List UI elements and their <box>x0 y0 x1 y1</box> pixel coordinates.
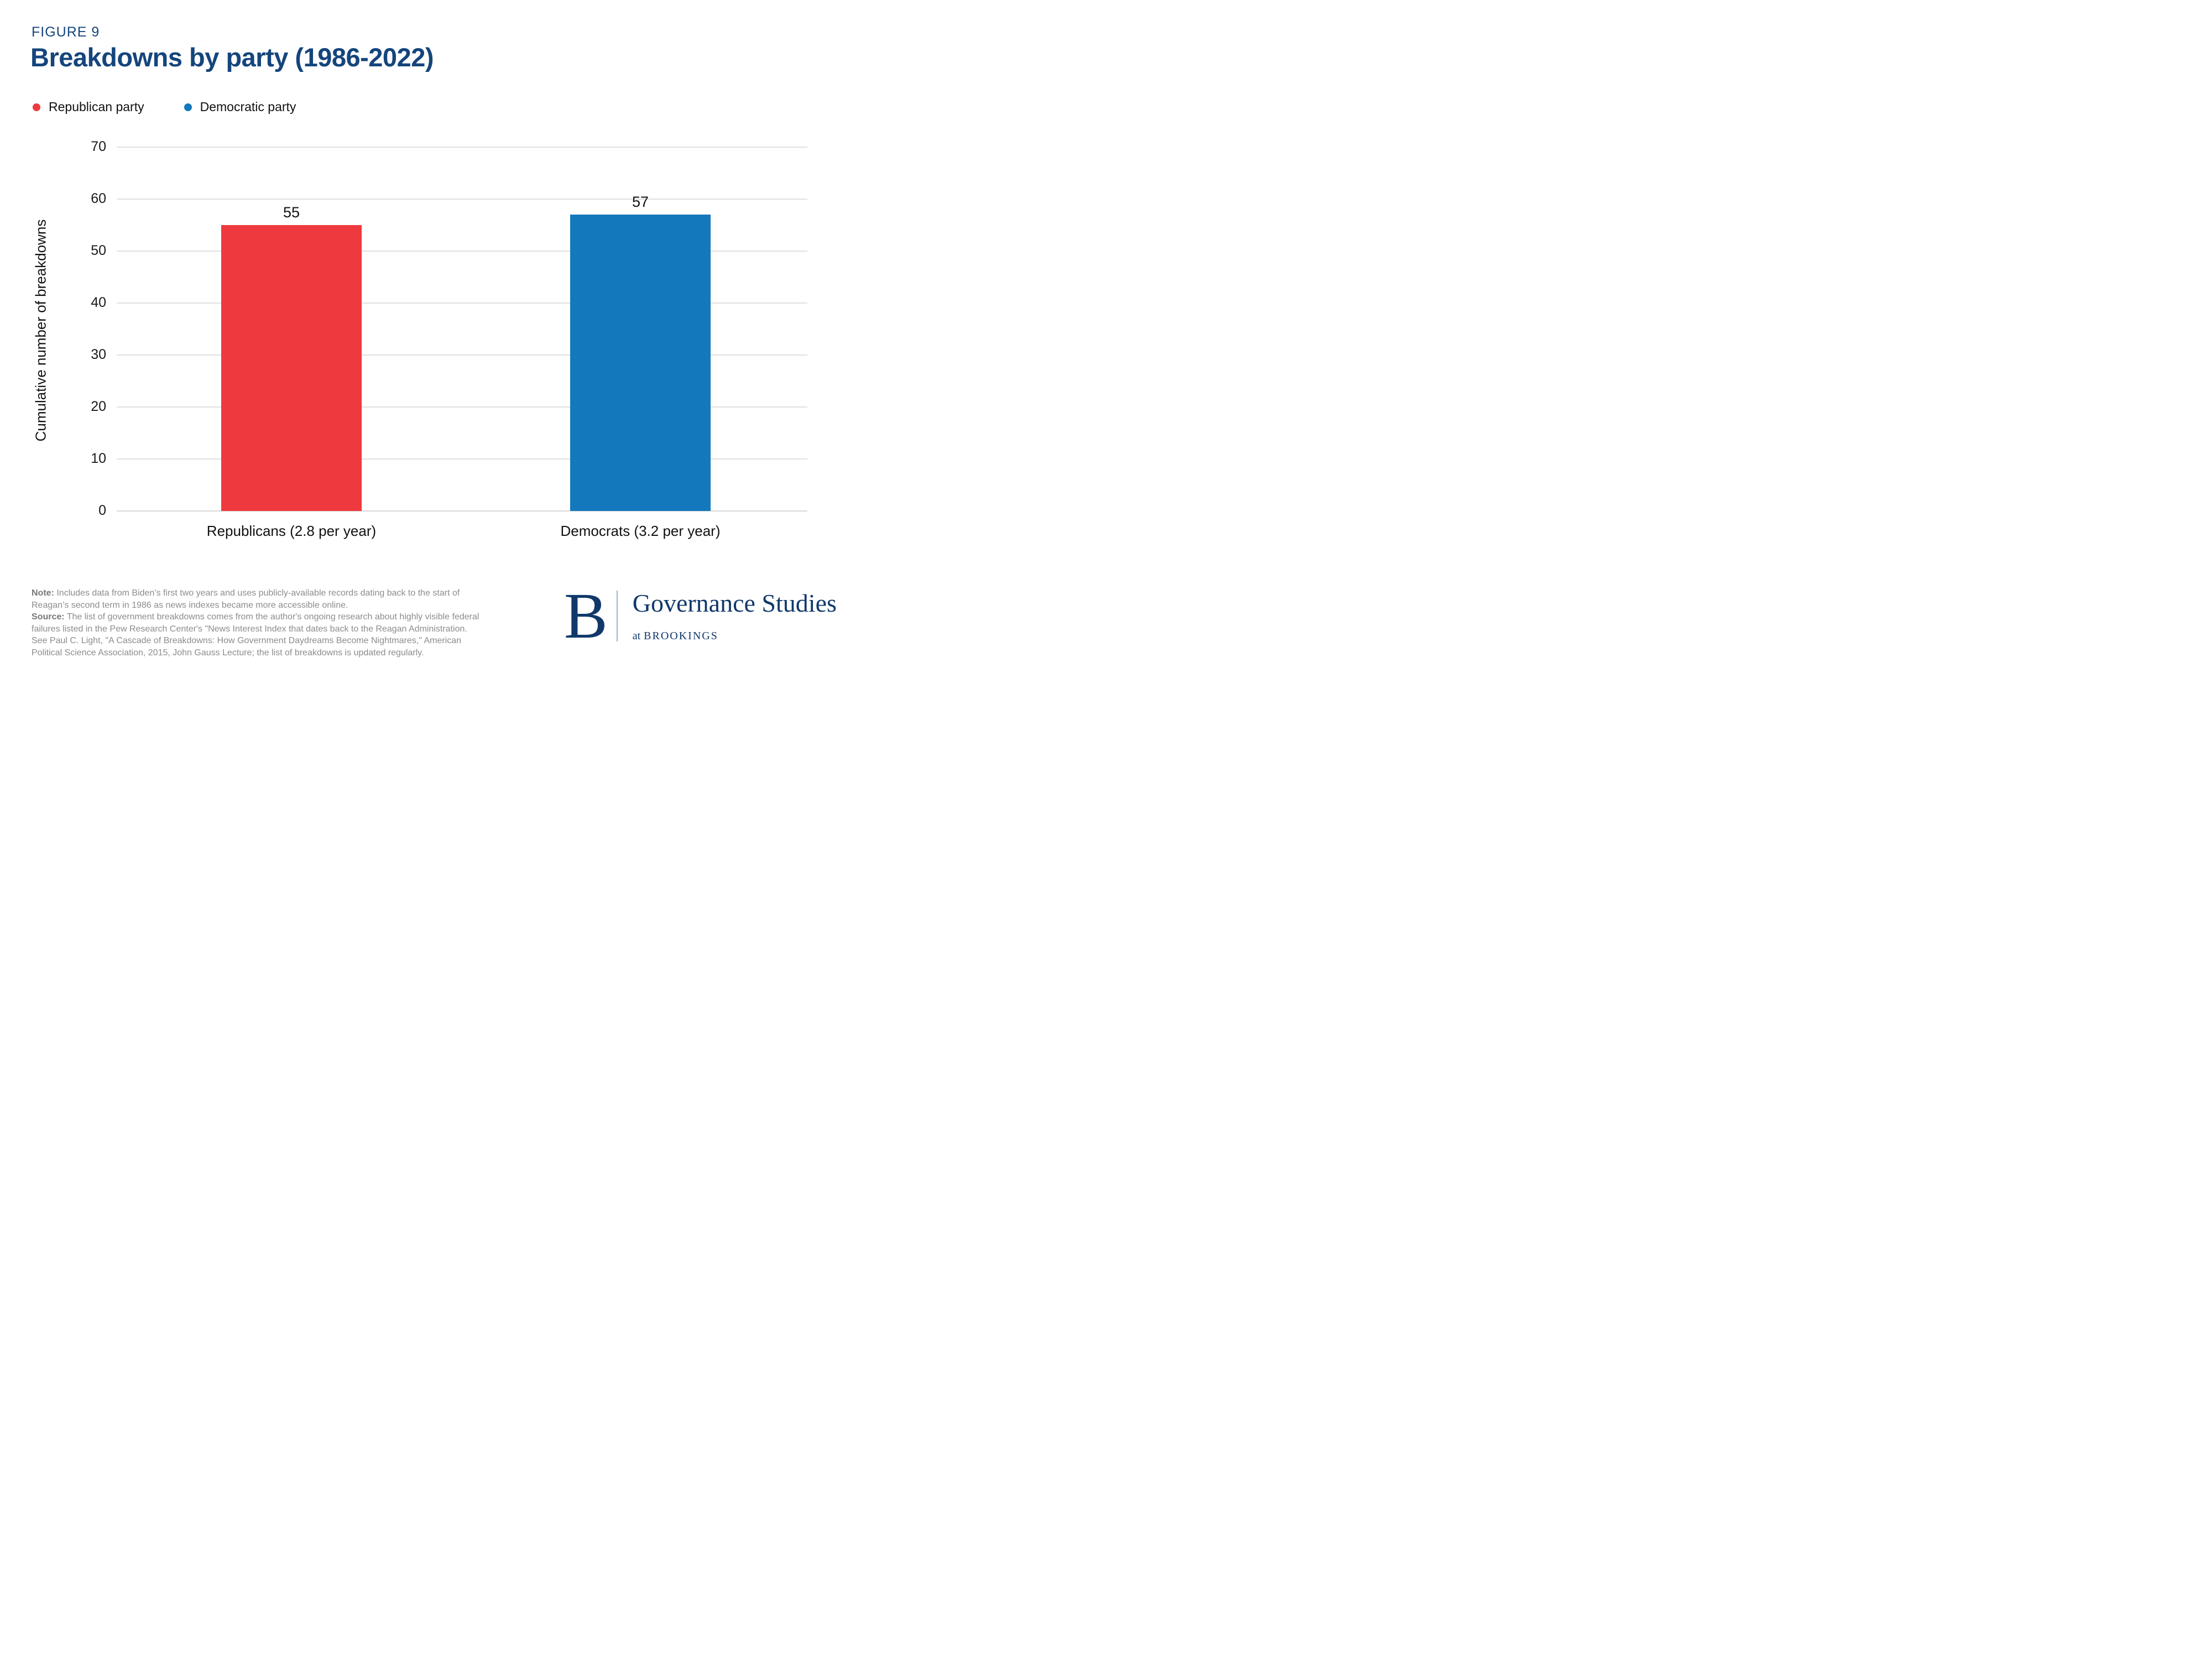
gridline-60 <box>117 199 807 200</box>
logo-at: at <box>632 630 641 642</box>
page-title: Breakdowns by party (1986-2022) <box>30 43 434 72</box>
note-paragraph: Note: Includes data from Biden’s first t… <box>32 587 482 611</box>
y-tick-label-20: 20 <box>91 399 106 414</box>
bar-value-label-democrats: 57 <box>632 194 649 211</box>
bar-republicans <box>221 225 362 511</box>
note-label: Note: <box>32 588 54 598</box>
brookings-logo: B Governance Studies at BROOKINGS <box>564 580 837 652</box>
gridline-20 <box>117 406 807 408</box>
y-tick-label-50: 50 <box>91 243 106 258</box>
note-text: Includes data from Biden’s first two yea… <box>32 588 460 610</box>
legend-label: Republican party <box>49 100 144 114</box>
footer-notes: Note: Includes data from Biden’s first t… <box>32 587 482 659</box>
y-tick-label-60: 60 <box>91 191 106 206</box>
y-tick-label-0: 0 <box>98 503 106 518</box>
source-text: The list of government breakdowns comes … <box>32 612 479 658</box>
gridline-30 <box>117 354 807 356</box>
gridline-50 <box>117 251 807 252</box>
figure-number-label: FIGURE 9 <box>32 24 100 40</box>
x-axis-baseline <box>117 510 807 512</box>
gridline-70 <box>117 147 807 148</box>
x-category-label-democrats: Democrats (3.2 per year) <box>560 523 721 539</box>
legend-label: Democratic party <box>200 100 296 114</box>
brookings-b-monogram: B <box>564 580 608 652</box>
gridline-10 <box>117 458 807 460</box>
legend-item-republican: Republican party <box>33 100 144 114</box>
figure-page: FIGURE 9 Breakdowns by party (1986-2022)… <box>0 0 885 664</box>
bar-democrats <box>570 215 711 511</box>
y-tick-label-10: 10 <box>91 451 106 466</box>
x-category-label-republicans: Republicans (2.8 per year) <box>206 523 377 539</box>
legend-item-democratic: Democratic party <box>184 100 296 114</box>
y-tick-label-70: 70 <box>91 139 106 154</box>
legend-dot-icon <box>184 103 192 111</box>
logo-divider <box>616 591 618 641</box>
source-paragraph: Source: The list of government breakdown… <box>32 611 482 659</box>
logo-governance-studies: Governance Studies <box>632 589 837 617</box>
bar-chart-plot-area: Cumulative number of breakdowns 0 10 20 30 4… <box>0 0 885 664</box>
source-label: Source: <box>32 612 65 622</box>
logo-text: Governance Studies at BROOKINGS <box>632 589 837 642</box>
gridline-40 <box>117 302 807 304</box>
y-tick-label-40: 40 <box>91 295 106 310</box>
y-tick-label-30: 30 <box>91 347 106 362</box>
chart-legend: Republican party Democratic party <box>33 100 296 114</box>
legend-dot-icon <box>33 103 40 111</box>
y-axis-title: Cumulative number of breakdowns <box>32 219 49 442</box>
bar-value-label-republicans: 55 <box>283 204 300 221</box>
logo-at-brookings: at BROOKINGS <box>633 630 837 641</box>
logo-brookings: BROOKINGS <box>644 630 718 642</box>
